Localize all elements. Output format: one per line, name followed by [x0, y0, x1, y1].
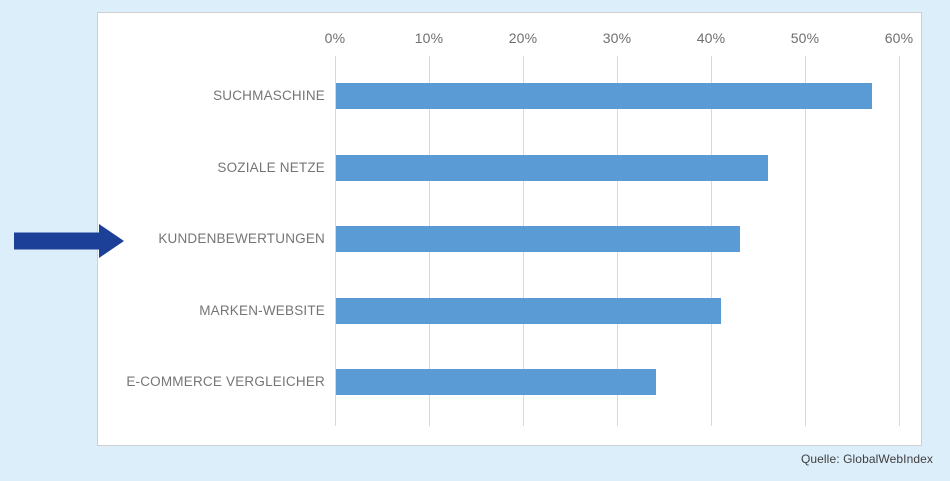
category-label: SOZIALE NETZE	[217, 159, 325, 175]
gridline	[335, 56, 336, 426]
x-axis-tick-label: 20%	[508, 30, 538, 46]
bar	[336, 83, 872, 109]
source-caption: Quelle: GlobalWebIndex	[800, 452, 933, 466]
gridline	[805, 56, 806, 426]
bar	[336, 154, 769, 181]
x-axis-tick-label: 40%	[696, 30, 726, 46]
chart-panel: 0% 10% 20% 30% 40% 50% 60% SUCHMASCHINE SOZIALE…	[97, 12, 922, 446]
right-arrow-icon	[14, 224, 124, 258]
category-label: MARKEN-WEBSITE	[199, 302, 325, 318]
x-axis-tick-label: 50%	[790, 30, 820, 46]
bar	[336, 369, 656, 395]
x-axis-tick-label: 10%	[414, 30, 444, 46]
category-label: SUCHMASCHINE	[213, 88, 325, 103]
category-label: KUNDENBEWERTUNGEN	[158, 231, 325, 246]
bar	[336, 226, 741, 252]
x-axis-tick-label: 30%	[602, 30, 632, 46]
x-axis-tick-label: 0%	[324, 30, 346, 46]
highlight-arrow-icon	[14, 224, 124, 258]
x-axis-tick-label: 60%	[884, 30, 914, 46]
gridline	[899, 56, 900, 426]
category-label: E-COMMERCE VERGLEICHER	[126, 374, 325, 389]
bar	[336, 297, 722, 324]
